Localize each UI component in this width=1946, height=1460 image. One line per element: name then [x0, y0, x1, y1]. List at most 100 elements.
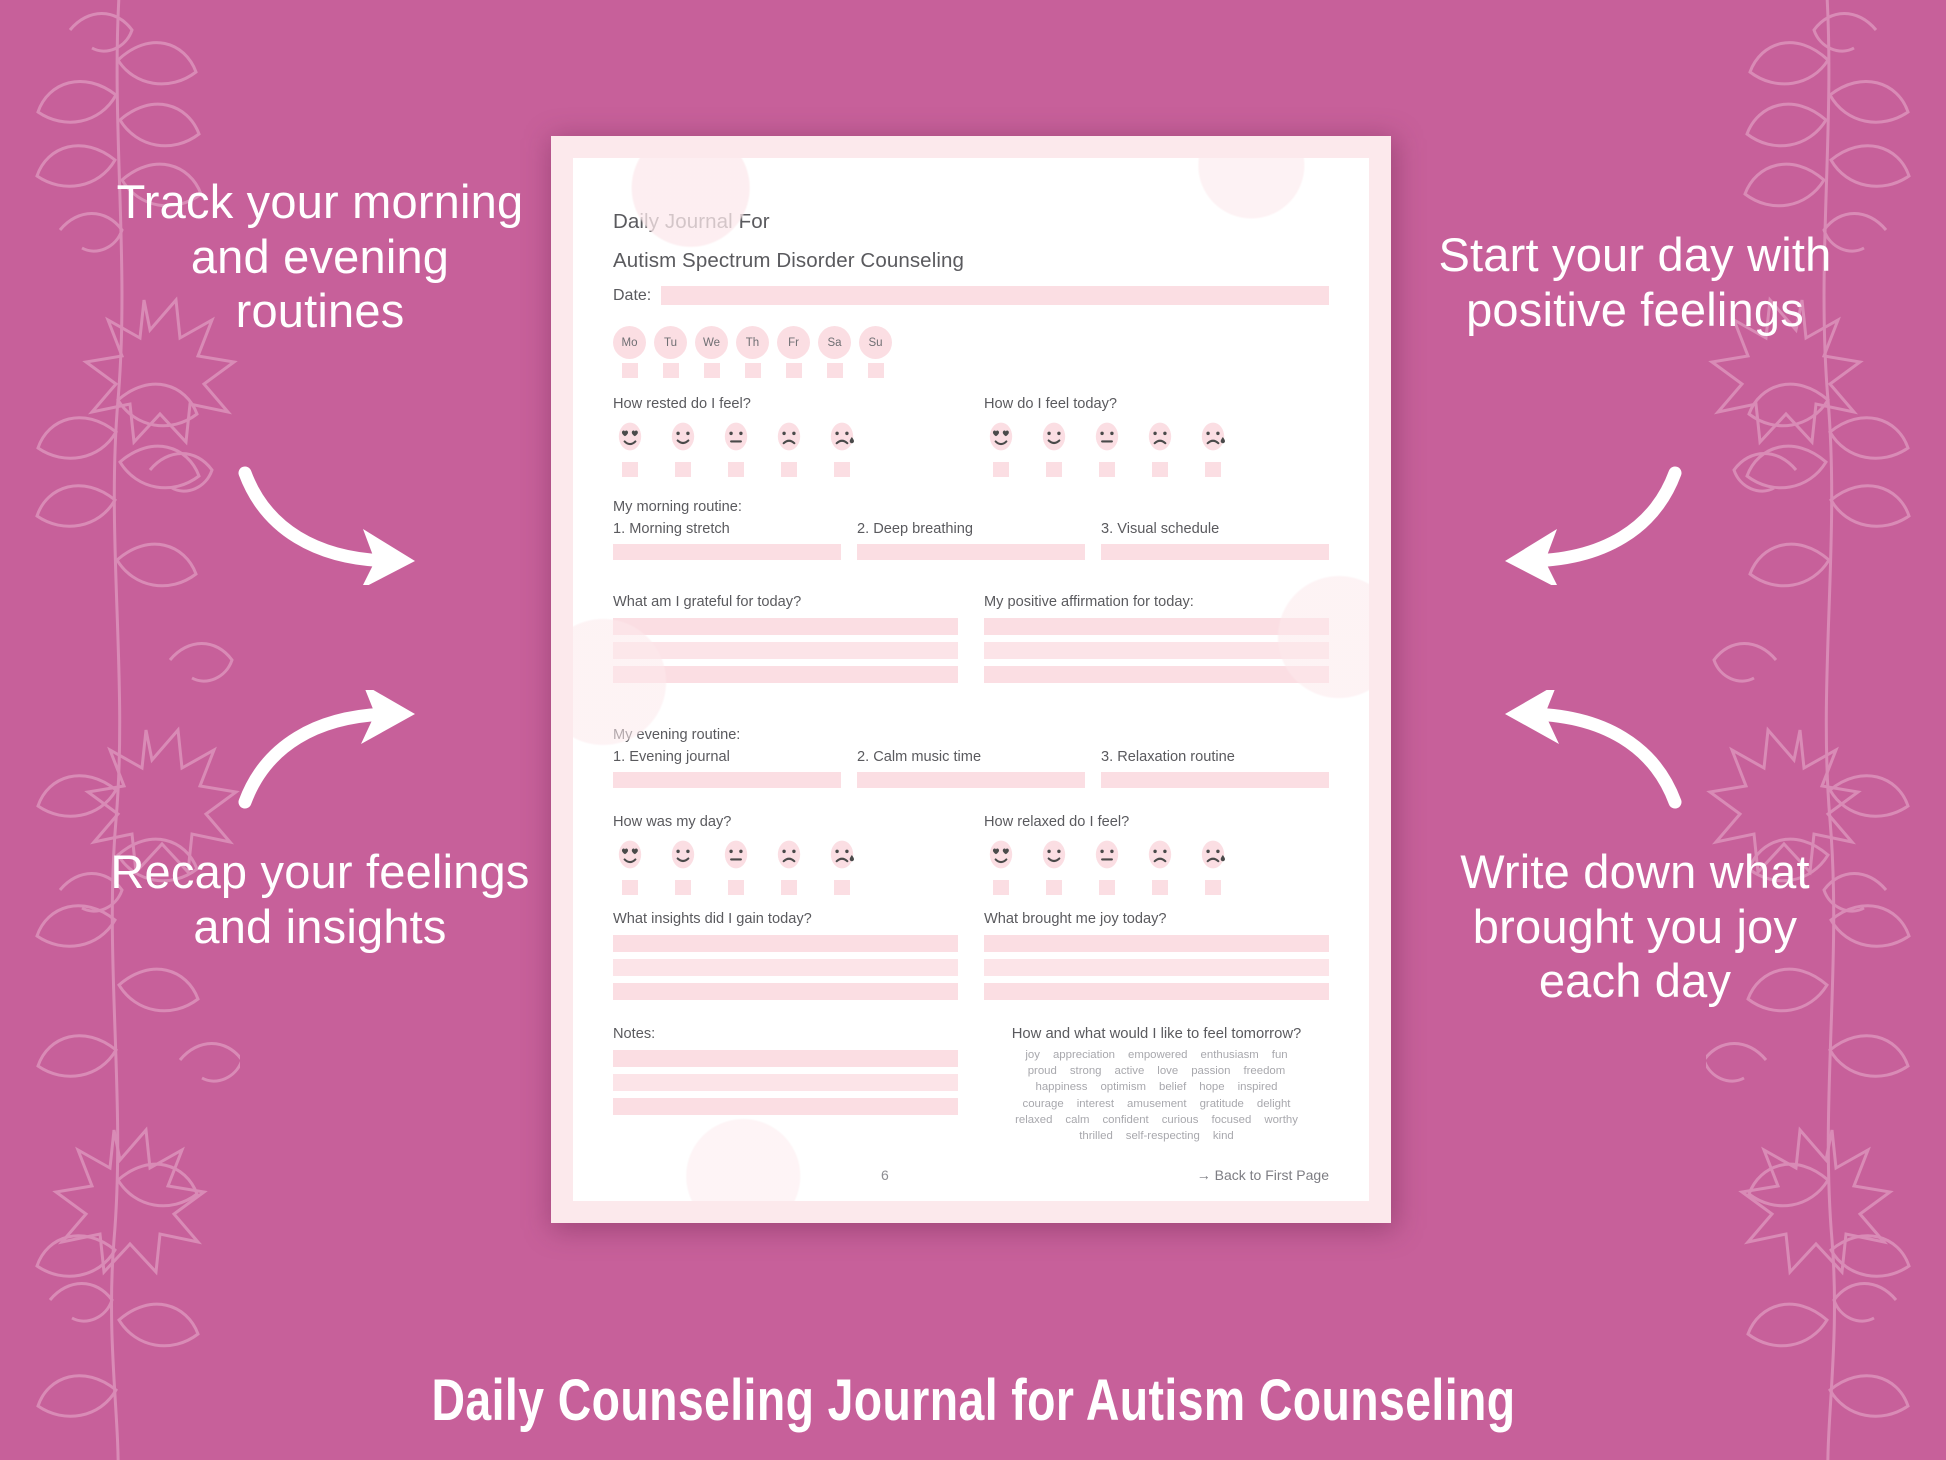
mood-checkbox[interactable] — [675, 462, 691, 477]
write-line[interactable] — [613, 983, 958, 1000]
mood-option-neutral-face[interactable] — [719, 420, 753, 477]
write-line[interactable] — [984, 935, 1329, 952]
routine-item-input[interactable] — [857, 772, 1085, 788]
word-cloud-word[interactable]: amusement — [1127, 1097, 1187, 1110]
mood-option-crying-face[interactable] — [825, 838, 859, 895]
weekday-checkbox[interactable] — [703, 363, 720, 378]
word-cloud-word[interactable]: relaxed — [1015, 1113, 1053, 1126]
mood-checkbox[interactable] — [834, 462, 850, 477]
word-cloud-word[interactable]: joy — [1025, 1049, 1040, 1061]
word-cloud-word[interactable]: gratitude — [1199, 1097, 1244, 1110]
routine-item-input[interactable] — [613, 544, 841, 560]
weekday-item[interactable]: Tu — [654, 326, 687, 378]
word-cloud-word[interactable]: inspired — [1237, 1081, 1278, 1094]
word-cloud-word[interactable]: worthy — [1264, 1113, 1298, 1126]
mood-checkbox[interactable] — [1099, 462, 1115, 477]
word-cloud-word[interactable]: fun — [1271, 1049, 1288, 1061]
weekday-item[interactable]: Su — [859, 326, 892, 378]
write-line[interactable] — [984, 983, 1329, 1000]
weekday-item[interactable]: Sa — [818, 326, 851, 378]
word-cloud-word[interactable]: active — [1114, 1065, 1145, 1078]
weekday-item[interactable]: Mo — [613, 326, 646, 378]
mood-checkbox[interactable] — [675, 880, 691, 895]
word-cloud-word[interactable]: empowered — [1128, 1049, 1188, 1061]
mood-checkbox[interactable] — [1046, 880, 1062, 895]
affirmation-lines[interactable] — [984, 618, 1329, 683]
word-cloud-word[interactable]: enthusiasm — [1200, 1049, 1259, 1061]
routine-item-input[interactable] — [1101, 772, 1329, 788]
mood-checkbox[interactable] — [781, 462, 797, 477]
mood-option-neutral-face[interactable] — [1090, 838, 1124, 895]
word-cloud-word[interactable]: love — [1157, 1065, 1179, 1078]
mood-option-smiling-face[interactable] — [666, 838, 700, 895]
word-cloud-word[interactable]: optimism — [1100, 1081, 1147, 1094]
mood-checkbox[interactable] — [834, 880, 850, 895]
write-line[interactable] — [984, 642, 1329, 659]
word-cloud-word[interactable]: proud — [1027, 1065, 1057, 1078]
weekday-checkbox[interactable] — [867, 363, 884, 378]
word-cloud-word[interactable]: curious — [1161, 1113, 1199, 1126]
mood-scale-day[interactable] — [613, 838, 958, 895]
mood-checkbox[interactable] — [1152, 880, 1168, 895]
mood-checkbox[interactable] — [1046, 462, 1062, 477]
mood-option-heart-eyes-face[interactable] — [613, 420, 647, 477]
word-cloud-word[interactable]: delight — [1256, 1097, 1291, 1110]
routine-item-input[interactable] — [1101, 544, 1329, 560]
write-line[interactable] — [613, 1050, 958, 1067]
write-line[interactable] — [613, 666, 958, 683]
mood-option-smiling-face[interactable] — [1037, 420, 1071, 477]
routine-item-input[interactable] — [857, 544, 1085, 560]
write-line[interactable] — [613, 1074, 958, 1091]
word-cloud-word[interactable]: belief — [1159, 1081, 1187, 1094]
word-cloud-word[interactable]: hope — [1199, 1081, 1225, 1094]
weekday-checkbox[interactable] — [744, 363, 761, 378]
mood-checkbox[interactable] — [1152, 462, 1168, 477]
word-cloud-word[interactable]: happiness — [1035, 1081, 1088, 1094]
mood-option-crying-face[interactable] — [1196, 838, 1230, 895]
mood-option-sad-face[interactable] — [1143, 420, 1177, 477]
weekday-checkbox[interactable] — [662, 363, 679, 378]
word-cloud-word[interactable]: focused — [1211, 1113, 1252, 1126]
mood-checkbox[interactable] — [1099, 880, 1115, 895]
weekday-selector[interactable]: Mo Tu We Th Fr Sa — [613, 326, 1329, 378]
write-line[interactable] — [984, 959, 1329, 976]
mood-option-crying-face[interactable] — [825, 420, 859, 477]
write-line[interactable] — [613, 935, 958, 952]
word-cloud-word[interactable]: calm — [1065, 1113, 1090, 1126]
notes-lines[interactable] — [613, 1050, 958, 1115]
write-line[interactable] — [613, 618, 958, 635]
mood-checkbox[interactable] — [781, 880, 797, 895]
write-line[interactable] — [613, 1098, 958, 1115]
mood-checkbox[interactable] — [993, 462, 1009, 477]
word-cloud-word[interactable]: courage — [1022, 1097, 1064, 1110]
mood-scale-feel-today[interactable] — [984, 420, 1329, 477]
mood-option-sad-face[interactable] — [772, 420, 806, 477]
mood-option-sad-face[interactable] — [1143, 838, 1177, 895]
weekday-checkbox[interactable] — [621, 363, 638, 378]
write-line[interactable] — [613, 959, 958, 976]
word-cloud-word[interactable]: strong — [1069, 1065, 1102, 1078]
mood-option-heart-eyes-face[interactable] — [613, 838, 647, 895]
mood-option-neutral-face[interactable] — [1090, 420, 1124, 477]
routine-item-input[interactable] — [613, 772, 841, 788]
insights-lines[interactable] — [613, 935, 958, 1000]
mood-option-sad-face[interactable] — [772, 838, 806, 895]
write-line[interactable] — [613, 642, 958, 659]
mood-option-neutral-face[interactable] — [719, 838, 753, 895]
mood-checkbox[interactable] — [1205, 462, 1221, 477]
mood-checkbox[interactable] — [728, 880, 744, 895]
word-cloud-word[interactable]: self-respecting — [1125, 1129, 1200, 1142]
write-line[interactable] — [984, 618, 1329, 635]
mood-option-heart-eyes-face[interactable] — [984, 838, 1018, 895]
mood-checkbox[interactable] — [622, 462, 638, 477]
weekday-item[interactable]: Th — [736, 326, 769, 378]
mood-checkbox[interactable] — [728, 462, 744, 477]
weekday-checkbox[interactable] — [826, 363, 843, 378]
weekday-item[interactable]: We — [695, 326, 728, 378]
mood-option-heart-eyes-face[interactable] — [984, 420, 1018, 477]
word-cloud-word[interactable]: thrilled — [1079, 1129, 1113, 1142]
mood-checkbox[interactable] — [1205, 880, 1221, 895]
date-input[interactable] — [661, 286, 1329, 305]
mood-option-crying-face[interactable] — [1196, 420, 1230, 477]
word-cloud-word[interactable]: freedom — [1243, 1065, 1286, 1078]
